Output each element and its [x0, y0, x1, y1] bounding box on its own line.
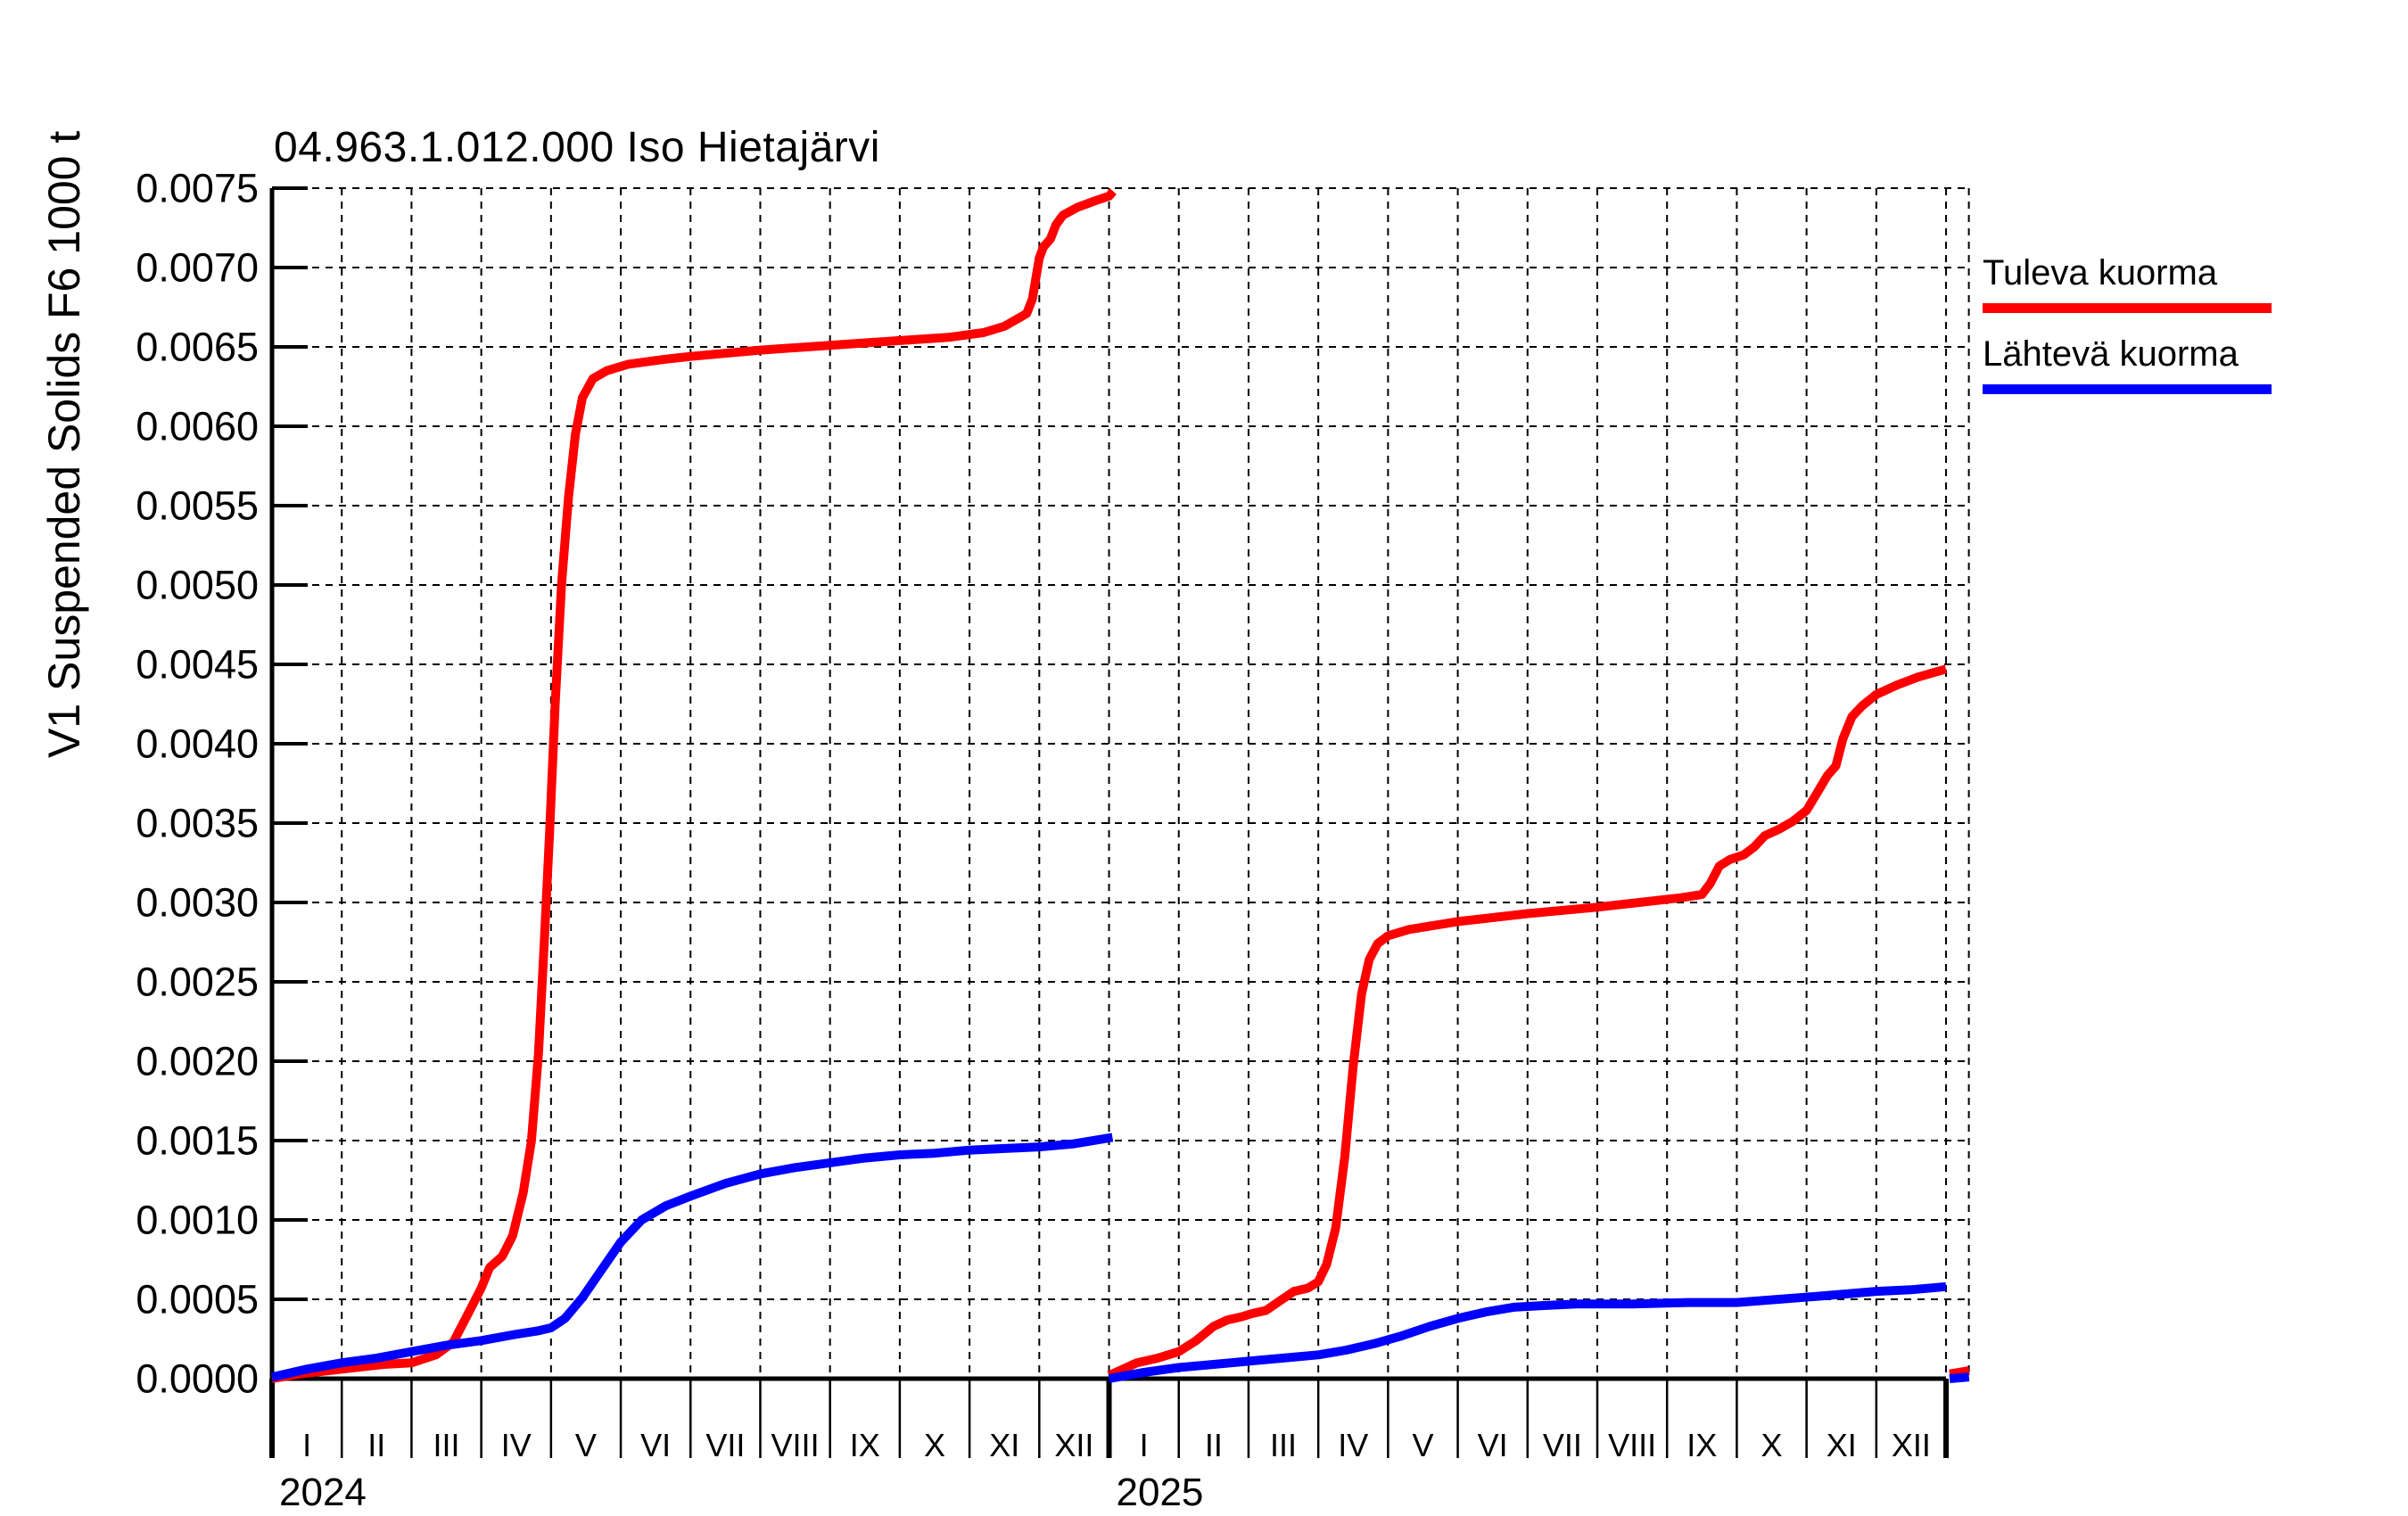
month-label: VII: [705, 1427, 745, 1463]
month-label: X: [1761, 1427, 1783, 1463]
y-tick-label: 0.0015: [136, 1118, 259, 1164]
legend-swatch-outgoing: [1983, 384, 2272, 394]
y-tick-label: 0.0065: [136, 325, 259, 370]
legend-label-incoming: Tuleva kuorma: [1983, 253, 2218, 292]
legend-item-incoming: Tuleva kuorma: [1983, 253, 2286, 313]
y-tick-label: 0.0005: [136, 1277, 259, 1322]
y-tick-label: 0.0075: [136, 166, 259, 211]
series-line-incoming: [1107, 664, 1948, 1380]
month-label: III: [1270, 1427, 1297, 1463]
month-label: VI: [1478, 1427, 1508, 1463]
month-label: V: [1412, 1427, 1433, 1463]
month-label: III: [433, 1427, 460, 1463]
month-label: VIII: [771, 1427, 820, 1463]
legend-label-outgoing: Lähtevä kuorma: [1983, 334, 2239, 374]
month-label: I: [302, 1427, 311, 1463]
y-tick-label: 0.0050: [136, 563, 259, 608]
y-tick-label: 0.0035: [136, 801, 259, 846]
month-label: IX: [1686, 1427, 1717, 1463]
chart-title: 04.963.1.012.000 Iso Hietajärvi: [274, 124, 880, 171]
y-tick-label: 0.0070: [136, 245, 259, 291]
legend-item-outgoing: Lähtevä kuorma: [1983, 334, 2286, 394]
series-line-incoming: [271, 188, 1117, 1383]
month-label: XII: [1892, 1427, 1931, 1463]
y-tick-label: 0.0045: [136, 642, 259, 688]
month-label: VI: [640, 1427, 671, 1463]
year-label: 2025: [1117, 1471, 1204, 1514]
legend: Tuleva kuorma Lähtevä kuorma: [1983, 253, 2286, 416]
y-tick-label: 0.0030: [136, 880, 259, 926]
year-label: 2024: [279, 1471, 367, 1514]
y-tick-label: 0.0000: [136, 1356, 259, 1402]
y-tick-label: 0.0010: [136, 1198, 259, 1243]
month-label: IV: [501, 1427, 532, 1463]
month-label: V: [575, 1427, 597, 1463]
month-label: II: [367, 1427, 385, 1463]
series-line-outgoing: [270, 1133, 1114, 1382]
month-label: IV: [1338, 1427, 1368, 1463]
month-label: X: [924, 1427, 945, 1463]
y-tick-label: 0.0060: [136, 404, 259, 449]
series-line-outgoing: [1108, 1281, 1947, 1383]
y-tick-label: 0.0055: [136, 483, 259, 529]
month-label: I: [1140, 1427, 1149, 1463]
month-label: XI: [989, 1427, 1019, 1463]
series-line-outgoing: [1949, 1372, 1970, 1383]
legend-swatch-incoming: [1983, 303, 2272, 313]
month-label: IX: [850, 1427, 880, 1463]
y-tick-label: 0.0025: [136, 960, 259, 1005]
month-label: VIII: [1608, 1427, 1656, 1463]
month-label: XII: [1054, 1427, 1093, 1463]
series-line-incoming: [1949, 1366, 1970, 1379]
month-label: II: [1205, 1427, 1223, 1463]
y-tick-label: 0.0020: [136, 1039, 259, 1084]
month-label: VII: [1543, 1427, 1582, 1463]
y-tick-label: 0.0040: [136, 721, 259, 767]
month-label: XI: [1827, 1427, 1857, 1463]
